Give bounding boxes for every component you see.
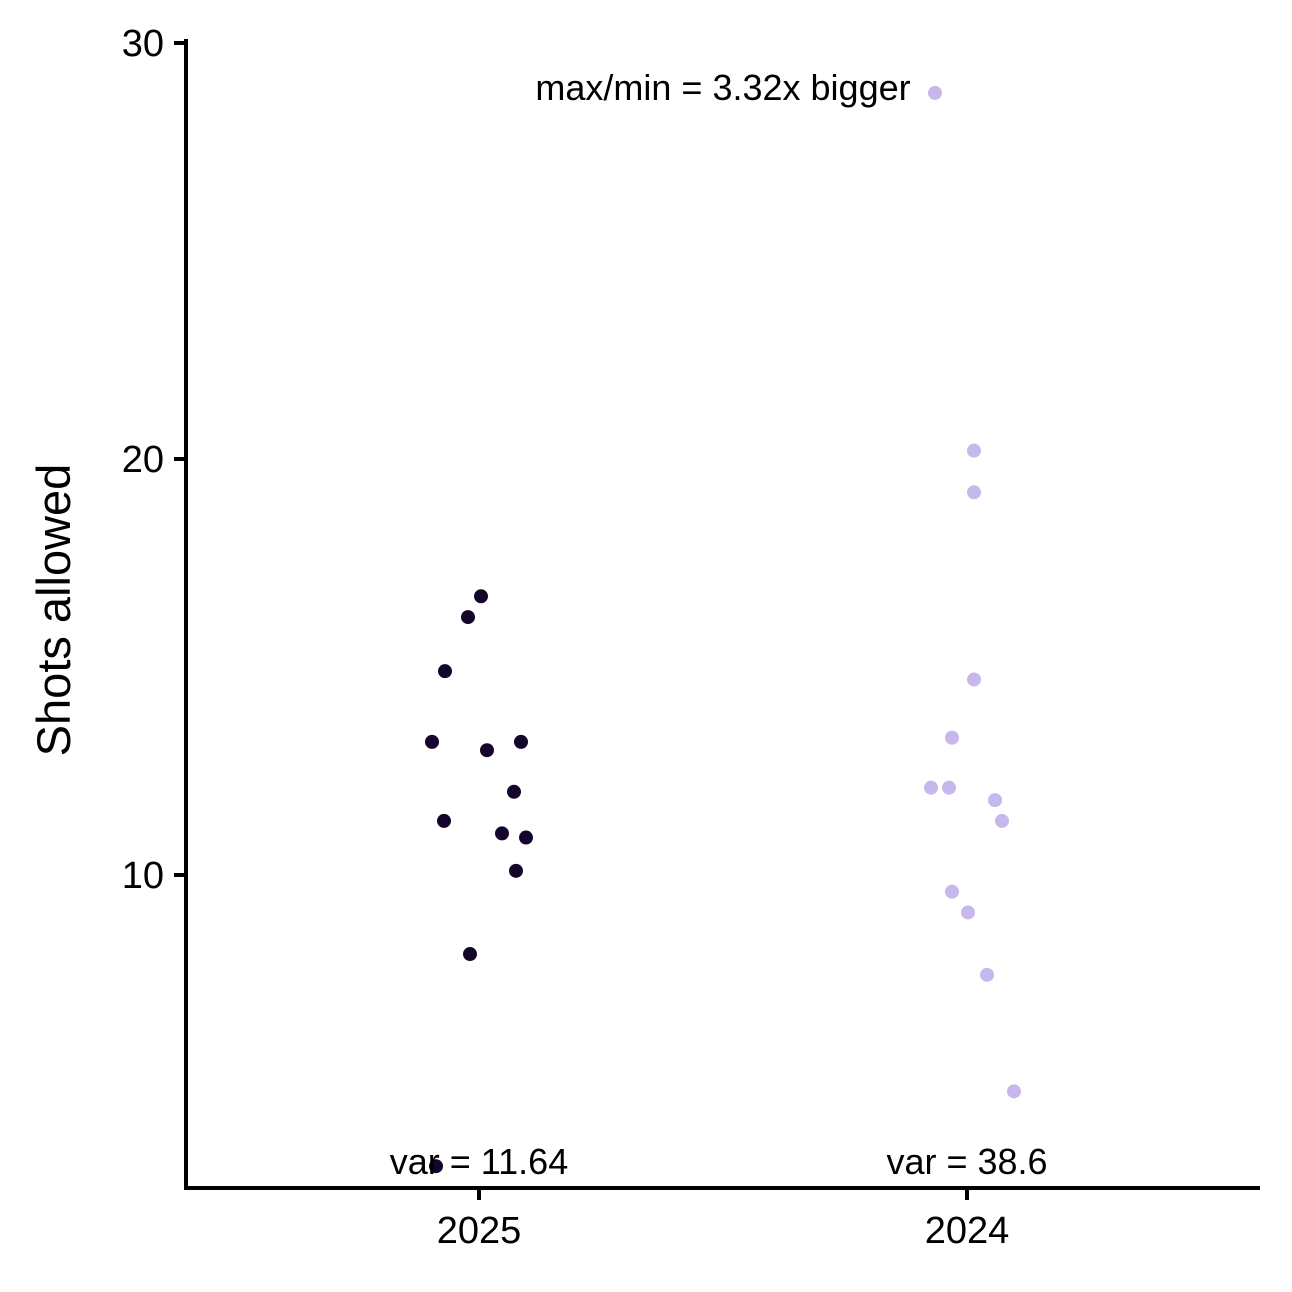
data-point-2025 (519, 830, 533, 845)
x-tick-label: 2024 (925, 1210, 1010, 1252)
y-tick-label: 10 (122, 855, 164, 897)
data-point-2025 (438, 664, 452, 679)
data-point-2025 (509, 863, 523, 878)
data-point-2024 (961, 905, 975, 920)
data-point-2025 (514, 734, 528, 749)
ratio-annotation: max/min = 3.32x bigger (535, 67, 910, 108)
data-point-2025 (429, 1159, 443, 1174)
data-point-2024 (945, 730, 959, 745)
variance-annotation-2025: var = 11.64 (390, 1141, 568, 1182)
axes: 10 20 30 2025 2024 (122, 23, 1260, 1252)
data-point-2024 (967, 485, 981, 500)
data-point-2025 (495, 826, 509, 841)
data-point-2024 (1007, 1084, 1021, 1099)
data-point-2025 (461, 610, 475, 625)
data-points (425, 85, 1021, 1174)
data-point-2025 (507, 784, 521, 799)
y-tick-label: 20 (122, 439, 164, 481)
data-point-2024 (945, 884, 959, 899)
variance-annotation-2024: var = 38.6 (886, 1141, 1047, 1182)
data-point-2024 (942, 780, 956, 795)
y-tick-label: 30 (122, 23, 164, 65)
data-point-2024 (924, 780, 938, 795)
data-point-2025 (425, 734, 439, 749)
data-point-2025 (437, 813, 451, 828)
data-point-2025 (463, 947, 477, 962)
data-point-2024 (980, 967, 994, 982)
x-tick-label: 2025 (437, 1210, 522, 1252)
data-point-2024 (988, 793, 1002, 808)
labels: Shots allowed max/min = 3.32x bigger var… (27, 67, 1048, 1182)
data-point-2024 (967, 443, 981, 458)
data-point-2025 (474, 589, 488, 604)
data-point-2025 (480, 743, 494, 758)
data-point-2024 (967, 672, 981, 687)
y-axis-label: Shots allowed (27, 464, 80, 757)
data-point-2024 (995, 813, 1009, 828)
data-point-2024 (928, 85, 942, 100)
